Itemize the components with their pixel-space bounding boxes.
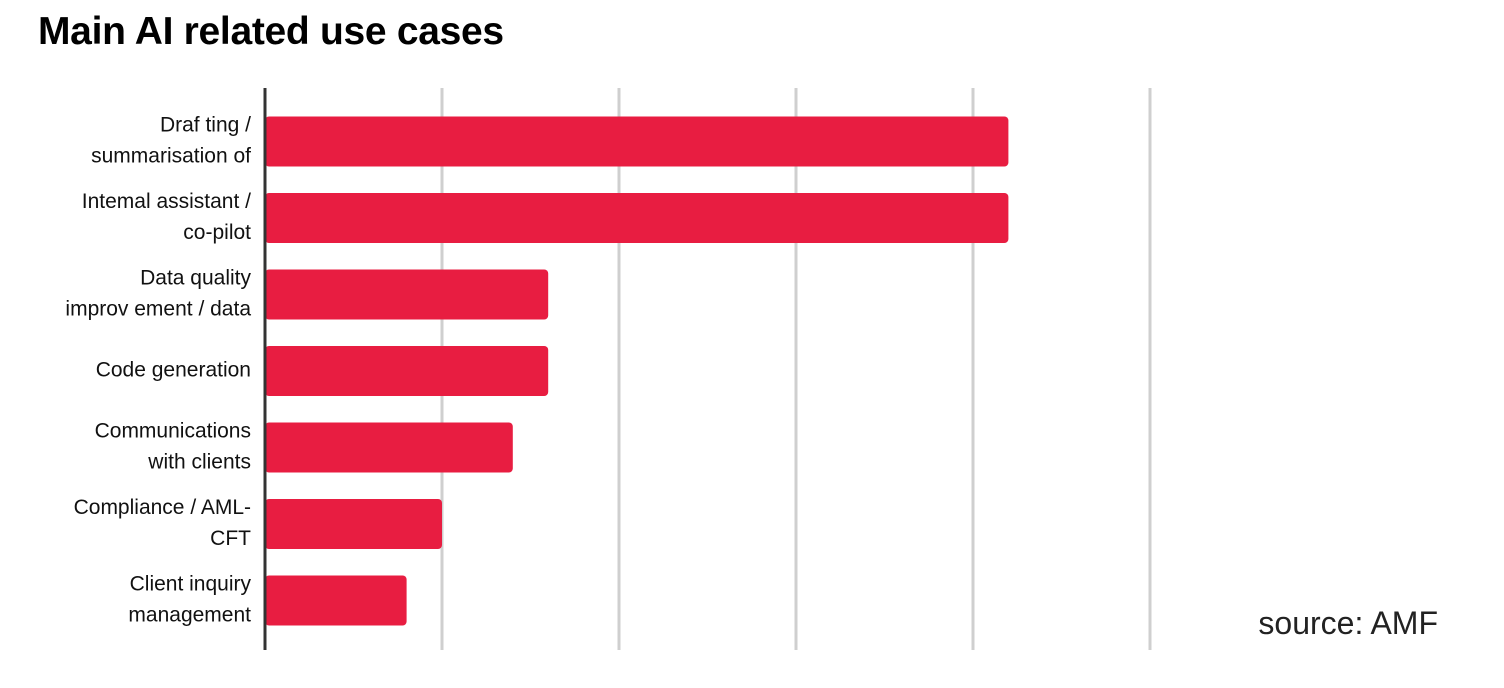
bar-4: [265, 346, 549, 396]
category-label-line: Client inquiry: [130, 573, 252, 596]
category-labels: Draf ting / summarisation of Intemal assis…: [65, 114, 251, 627]
category-label-7: Client inquiry management: [128, 573, 251, 627]
category-label-3: Data quality improv ement / data: [65, 267, 251, 321]
category-label-6: Compliance / AML- CFT: [74, 496, 252, 550]
category-label-line: Communications: [95, 420, 251, 443]
bar-1: [265, 116, 1009, 167]
chart-title: Main AI related use cases: [38, 10, 504, 53]
category-label-line: with clients: [147, 451, 251, 474]
source-note: source: AMF: [1258, 605, 1438, 641]
category-label-1: Draf ting / summarisation of: [91, 114, 251, 168]
category-label-line: co-pilot: [183, 221, 251, 244]
category-label-line: Compliance / AML-: [74, 496, 251, 519]
category-label-4: Code generation: [96, 359, 251, 382]
bar-7: [265, 575, 407, 626]
bar-2: [265, 193, 1009, 243]
category-label-2: Intemal assistant / co-pilot: [82, 190, 251, 244]
gridlines: [440, 88, 1152, 650]
bar-3: [265, 269, 549, 320]
category-label-line: Code generation: [96, 359, 251, 382]
category-label-line: management: [128, 604, 251, 627]
category-label-line: improv ement / data: [65, 298, 251, 321]
category-label-5: Communications with clients: [95, 420, 251, 474]
category-label-line: summarisation of: [91, 145, 251, 168]
category-label-line: Data quality: [140, 267, 251, 290]
category-label-line: Draf ting /: [160, 114, 251, 137]
category-label-line: CFT: [210, 527, 251, 550]
category-label-line: Intemal assistant /: [82, 190, 251, 213]
bars: [265, 116, 1009, 626]
bar-5: [265, 422, 513, 473]
bar-6: [265, 499, 442, 549]
